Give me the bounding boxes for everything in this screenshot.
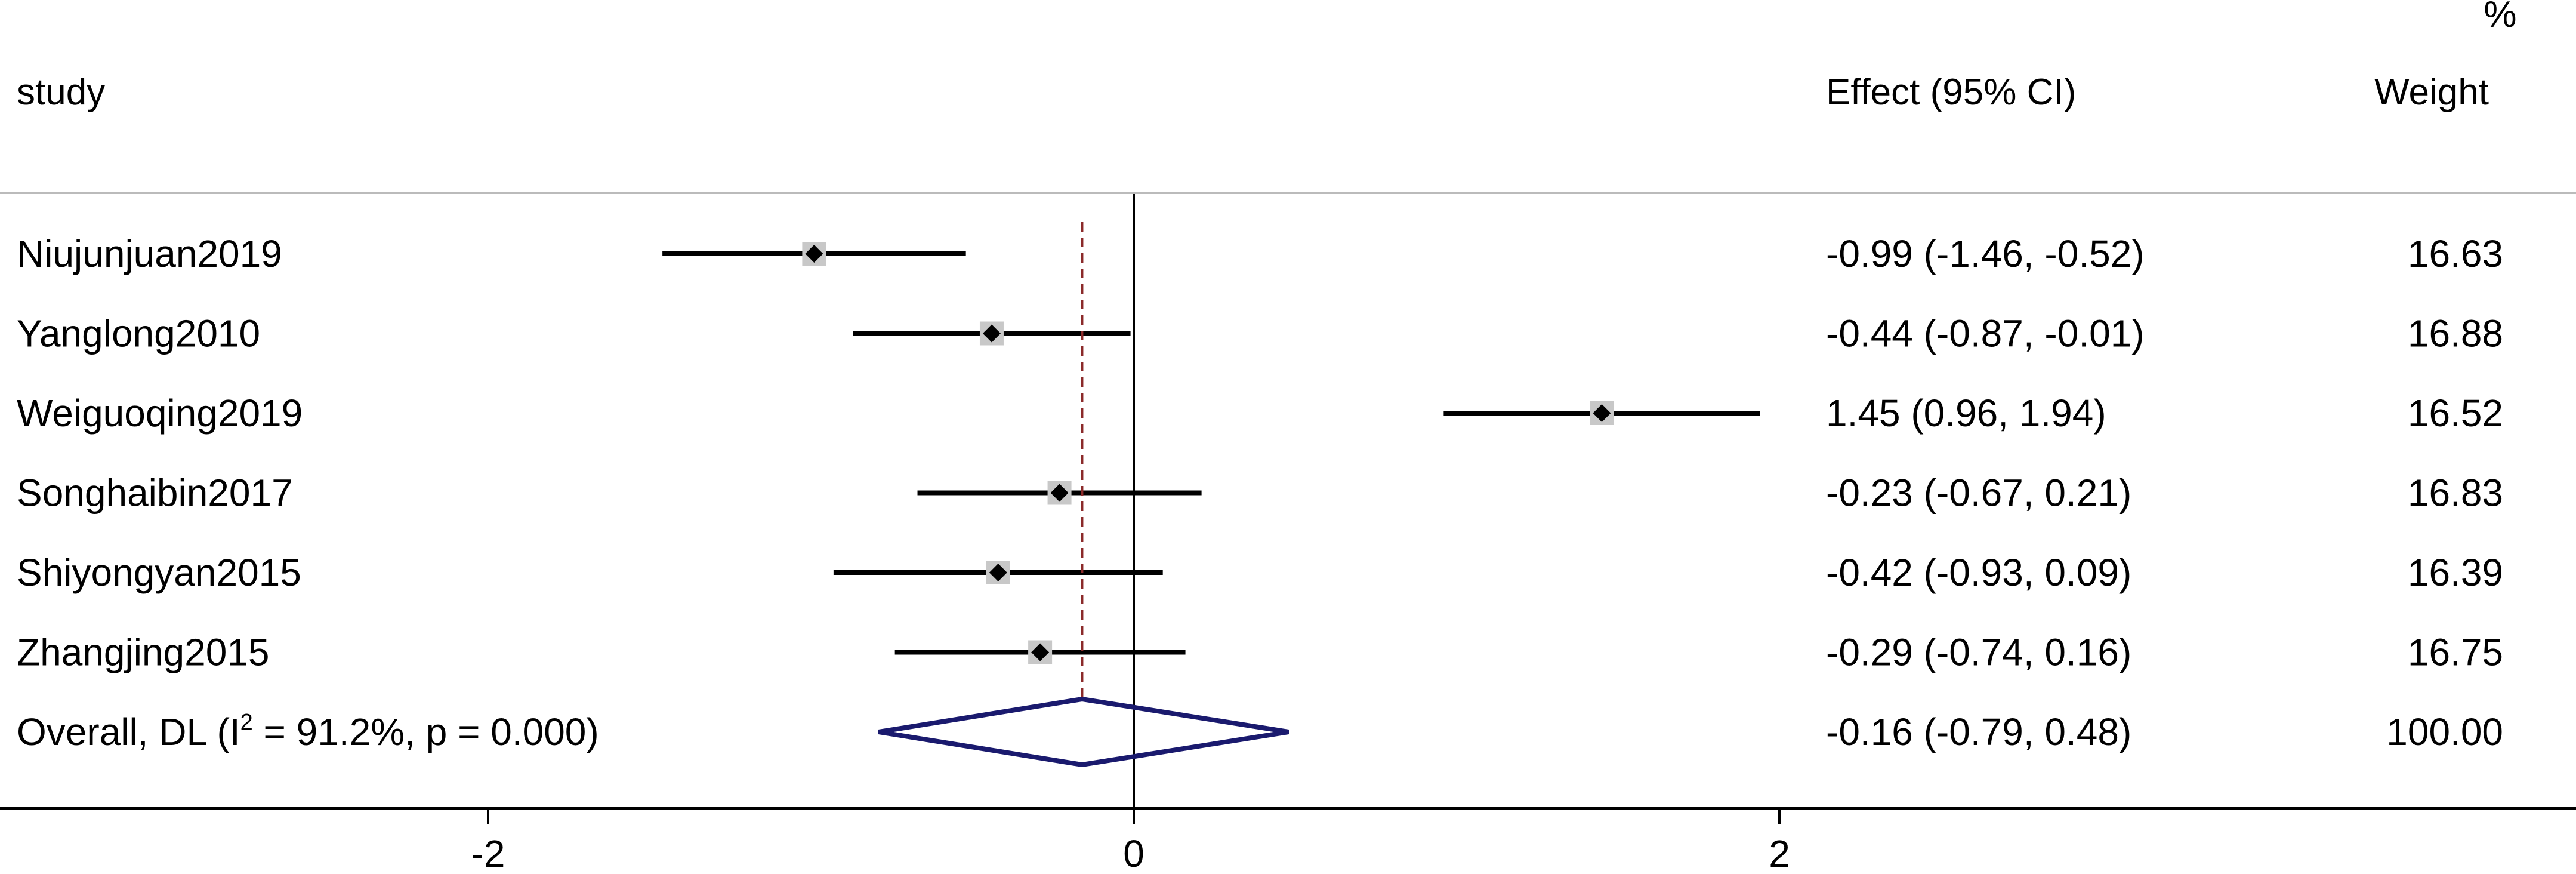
x-tick-label: 2: [1769, 832, 1790, 874]
study-label: Weiguoqing2019: [17, 392, 303, 435]
study-header: study: [17, 72, 105, 113]
point-estimate: [982, 324, 1001, 343]
weight-text: 16.63: [2408, 232, 2503, 275]
weight-text: 16.52: [2408, 392, 2503, 435]
x-tick-label: 0: [1123, 832, 1144, 874]
study-label: Songhaibin2017: [17, 472, 293, 515]
point-estimate: [1593, 404, 1611, 422]
weight-header: Weight: [2374, 72, 2489, 113]
weight-header-percent: %: [2484, 0, 2516, 35]
overall-weight-text: 100.00: [2386, 710, 2503, 753]
effect-ci-text: -0.44 (-0.87, -0.01): [1826, 312, 2145, 355]
point-estimate: [1031, 643, 1050, 661]
weight-text: 16.75: [2408, 631, 2503, 674]
study-label: Niujunjuan2019: [17, 232, 282, 275]
effect-ci-text: -0.23 (-0.67, 0.21): [1826, 472, 2131, 515]
x-tick-label: -2: [471, 832, 505, 874]
weight-text: 16.88: [2408, 312, 2503, 355]
point-estimate: [989, 564, 1007, 581]
point-estimate: [1050, 484, 1069, 502]
effect-ci-text: -0.29 (-0.74, 0.16): [1826, 631, 2131, 674]
effect-ci-text: 1.45 (0.96, 1.94): [1826, 392, 2106, 435]
effect-header: Effect (95% CI): [1826, 72, 2076, 113]
study-label: Yanglong2010: [17, 312, 260, 355]
weight-text: 16.83: [2408, 472, 2503, 515]
study-label: Zhangjing2015: [17, 631, 269, 674]
overall-diamond: [878, 696, 1289, 768]
effect-ci-text: -0.99 (-1.46, -0.52): [1826, 232, 2145, 275]
point-estimate: [805, 245, 823, 263]
effect-ci-text: -0.42 (-0.93, 0.09): [1826, 551, 2131, 594]
weight-text: 16.39: [2408, 551, 2503, 594]
overall-effect-text: -0.16 (-0.79, 0.48): [1826, 710, 2131, 753]
overall-label: Overall, DL (I2 = 91.2%, p = 0.000): [17, 710, 599, 753]
study-label: Shiyongyan2015: [17, 551, 301, 594]
